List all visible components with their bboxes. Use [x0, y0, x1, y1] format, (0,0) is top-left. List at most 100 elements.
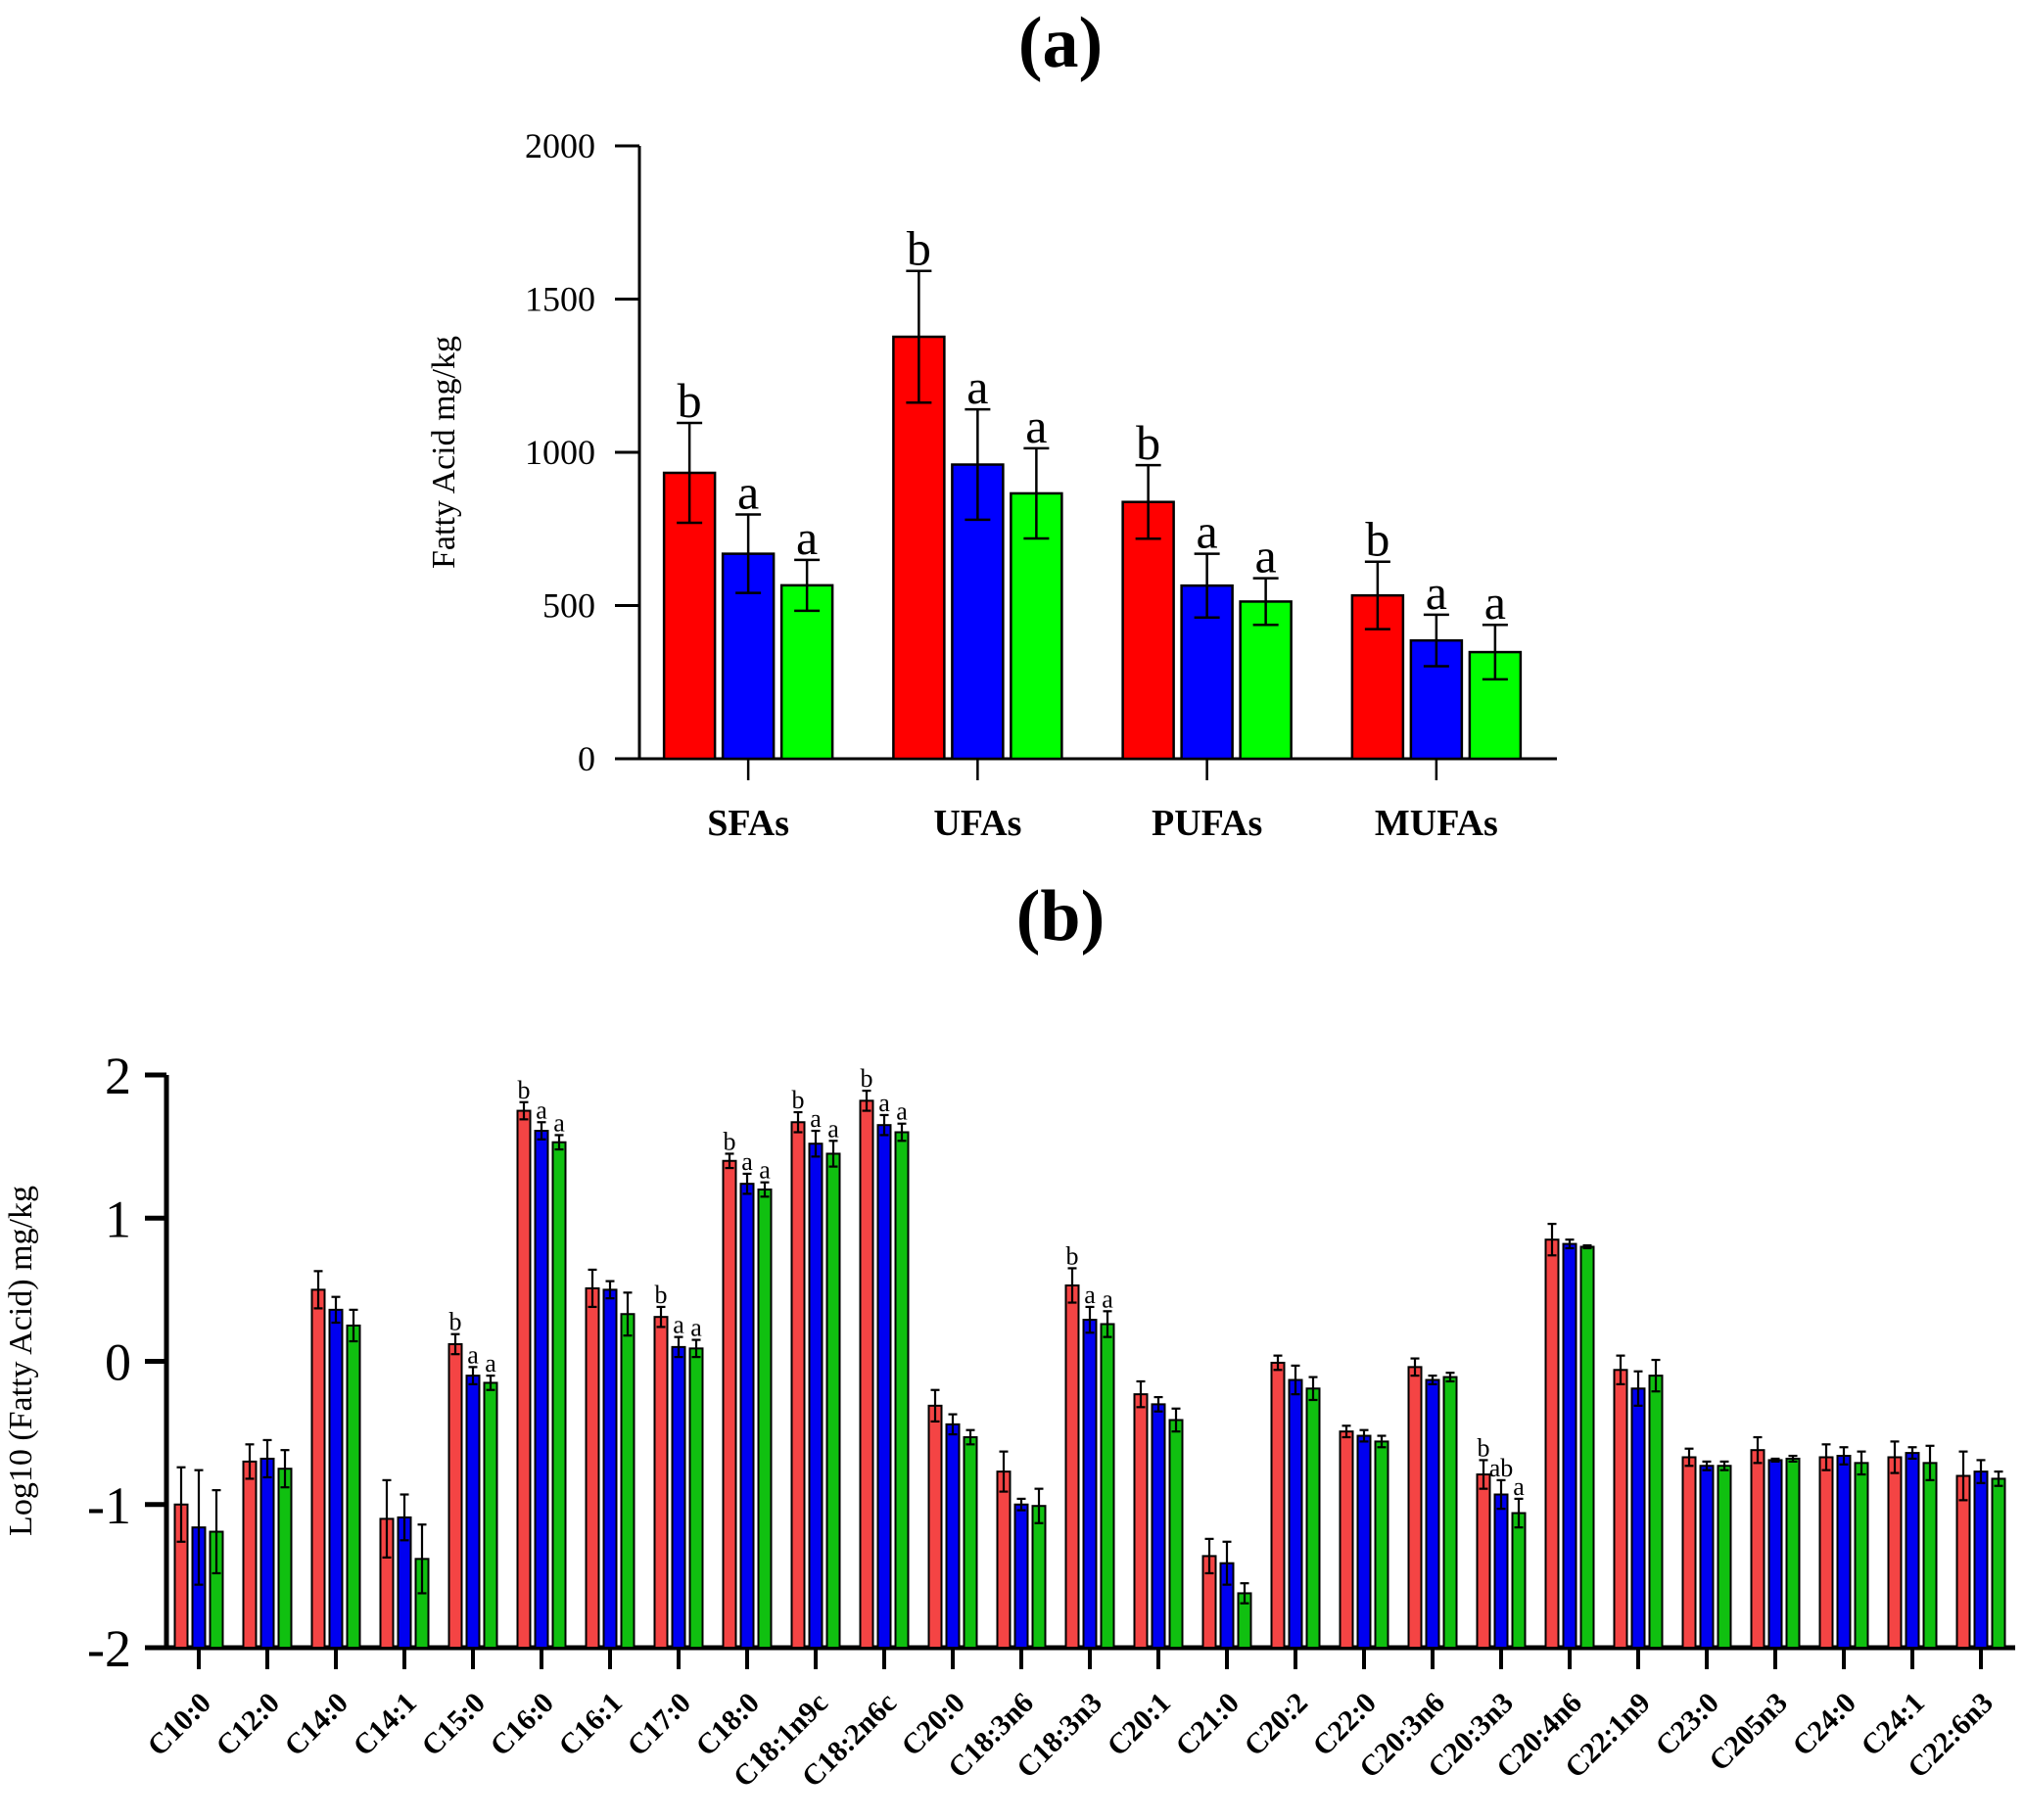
panel-b-bar-c20-0-group-1: [927, 1404, 943, 1650]
panel-b-bar-c20-4n6-group-2: [1562, 1242, 1577, 1649]
panel-b-significance-label: a: [896, 1097, 908, 1126]
panel-b-significance-label: a: [1102, 1284, 1113, 1313]
panel-b-bar-c14-0-group-1: [310, 1288, 326, 1649]
panel-b-bar-c12-0-group-3: [277, 1468, 293, 1649]
panel-a-significance-label: a: [1426, 565, 1447, 620]
panel-b-bar-c18-3n3-group-2: [1082, 1319, 1098, 1650]
panel-b-bar-c20-3n3-group-2: [1493, 1493, 1509, 1649]
panel-b-bar-c18-3n3-group-3: [1100, 1323, 1115, 1649]
panel-b-bar-c15-0-group-1: [447, 1342, 463, 1649]
panel-b-bar-c22-1n9-group-1: [1613, 1369, 1628, 1650]
panel-b-bar-c20-2-group-2: [1288, 1378, 1303, 1649]
panel-b-bar-c23-0-group-1: [1681, 1456, 1697, 1650]
panel-b-y-tick-label: -1: [87, 1476, 131, 1535]
panel-a-x-tick-label-sfas: SFAs: [707, 803, 789, 844]
panel-a-significance-label: a: [1197, 504, 1218, 559]
panel-b-bar-c22-1n9-group-2: [1630, 1387, 1646, 1649]
panel-b-x-tick-label-c21-0: C21:0: [1169, 1687, 1246, 1763]
panel-b-bar-c24-0-group-1: [1818, 1456, 1834, 1650]
panel-b-bar-c20-4n6-group-1: [1544, 1238, 1560, 1649]
panel-a-bar-pufas-group-1: [1121, 500, 1175, 761]
panel-b-bar-c16-1-group-2: [602, 1288, 618, 1649]
panel-b-bar-c15-0-group-2: [465, 1375, 481, 1649]
panel-b-bar-c22-0-group-3: [1374, 1440, 1389, 1650]
panel-b-bar-c24-1-group-1: [1887, 1456, 1903, 1650]
panel-b-bar-c12-0-group-1: [242, 1460, 258, 1649]
panel-b-significance-label: a: [467, 1340, 479, 1369]
panel-a-significance-label: a: [1255, 529, 1277, 583]
panel-b-x-tick-label-c14-1: C14:1: [347, 1687, 423, 1763]
panel-b-bar-c20-2-group-3: [1305, 1387, 1321, 1649]
panel-b-x-tick-label-c20-2: C20:2: [1238, 1687, 1314, 1763]
panel-b-y-tick-label: 0: [105, 1333, 131, 1392]
panel-b-bar-c12-0-group-2: [259, 1457, 275, 1649]
panel-b-bar-c20-3n6-group-1: [1407, 1366, 1423, 1649]
panel-b-significance-label: b: [792, 1086, 805, 1114]
panel-a-y-tick-label: 0: [578, 739, 595, 778]
panel-b-x-tick-label-c20-1: C20:1: [1101, 1687, 1177, 1763]
panel-a-y-tick-label: 1500: [525, 280, 595, 319]
panel-b-significance-label: a: [536, 1096, 547, 1124]
panel-b-bar-c16-1-group-3: [620, 1313, 635, 1650]
panel-b-significance-label: a: [553, 1108, 565, 1137]
panel-b-bar-c22-1n9-group-3: [1648, 1375, 1664, 1649]
panel-a-y-tick-label: 2000: [525, 126, 595, 165]
panel-b-bar-c205n3-group-2: [1767, 1459, 1783, 1649]
panel-b-bar-c14-0-group-2: [328, 1308, 344, 1649]
panel-b-x-tick-label-c205n3: C205n3: [1703, 1687, 1794, 1778]
panel-b-bar-c18-0-group-1: [722, 1159, 737, 1649]
panel-b-bar-c20-0-group-3: [963, 1436, 978, 1649]
panel-b-significance-label: a: [690, 1314, 702, 1342]
panel-b-bar-c20-0-group-2: [945, 1423, 961, 1649]
panel-b-bar-c18-3n6-group-2: [1013, 1503, 1029, 1649]
panel-b-bar-c205n3-group-1: [1750, 1449, 1765, 1650]
panel-b-bar-c20-3n3-group-3: [1511, 1512, 1527, 1650]
panel-a-axes: 0 500 1000 1500 2000 SFAs UFAs PUFAs MUFAs: [525, 126, 1557, 844]
panel-b-bar-c20-3n6-group-3: [1442, 1376, 1458, 1650]
panel-b-bar-c15-0-group-3: [483, 1381, 498, 1649]
panel-b-significance-label: b: [518, 1076, 531, 1104]
panel-a-significance-label: a: [796, 510, 818, 565]
panel-b-x-tick-label-c16-0: C16:0: [484, 1687, 560, 1763]
panel-b-significance-label: a: [741, 1147, 753, 1176]
panel-b-bar-c20-1-group-1: [1133, 1393, 1149, 1649]
panel-b-bar-c22-6n3-group-1: [1955, 1474, 1971, 1649]
panel-b-significance-label: a: [1084, 1281, 1096, 1309]
panel-b-x-tick-label-c15-0: C15:0: [415, 1687, 492, 1763]
panel-a-significance-label: a: [737, 465, 759, 520]
panel-b-bar-c20-2-group-1: [1270, 1361, 1286, 1650]
panel-a-significance-label: b: [1365, 512, 1389, 567]
panel-b-significance-label: a: [810, 1104, 822, 1133]
panel-b-bar-c18-2n6c-group-2: [876, 1124, 892, 1649]
panel-b-bar-c18-2n6c-group-1: [859, 1099, 874, 1649]
panel-a-significance-label: a: [1025, 398, 1047, 453]
panel-b-bar-c16-0-group-3: [551, 1141, 567, 1650]
panel-b-bar-c20-3n3-group-1: [1476, 1473, 1491, 1649]
panel-b-y-tick-label: -2: [87, 1619, 131, 1678]
panel-b-bar-c24-1-group-2: [1905, 1452, 1920, 1649]
panel-b-significance-label: b: [724, 1127, 736, 1155]
panel-b-y-tick-label: 1: [105, 1190, 131, 1248]
panel-b-bar-c18-1n9c-group-2: [808, 1143, 824, 1649]
panel-b-significance-label: b: [861, 1064, 873, 1093]
panel-a-significance-label: b: [907, 221, 931, 276]
panel-b-x-tick-label-c14-0: C14:0: [278, 1687, 354, 1763]
panel-b-bar-c22-6n3-group-2: [1973, 1470, 1989, 1650]
panel-a-significance-label: b: [678, 373, 702, 428]
panel-b-bar-c18-0-group-3: [757, 1189, 773, 1649]
panel-a-title: (a): [1018, 3, 1103, 83]
panel-b-bar-c24-1-group-3: [1922, 1462, 1938, 1650]
panel-b-x-tick-label-c10-0: C10:0: [141, 1687, 217, 1763]
panel-b-bar-c20-4n6-group-3: [1579, 1245, 1595, 1649]
panel-b-significance-label: a: [759, 1156, 771, 1185]
panel-b-bar-c23-0-group-2: [1699, 1465, 1715, 1649]
panel-b-significance-label: a: [878, 1089, 890, 1117]
panel-b-x-tick-label-c12-0: C12:0: [210, 1687, 286, 1763]
panel-a-x-tick-label-mufas: MUFAs: [1375, 803, 1498, 844]
panel-b-x-tick-label-c17-0: C17:0: [621, 1687, 697, 1763]
panel-b-bar-c16-1-group-1: [585, 1286, 600, 1649]
panel-a-bar-sfas-group-3: [779, 583, 834, 761]
panel-b-significance-label: a: [827, 1114, 839, 1143]
